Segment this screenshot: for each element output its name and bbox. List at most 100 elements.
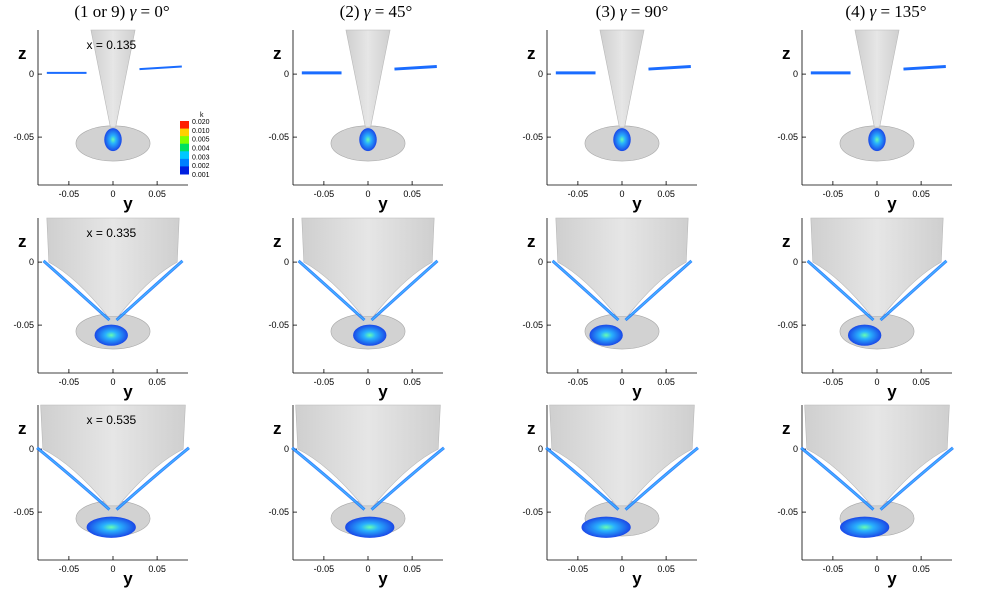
colorbar-level-label: 0.004 [192, 146, 210, 153]
z-tick-label: 0 [29, 69, 34, 79]
y-tick-label: 0.05 [403, 564, 421, 574]
vortex-blob [613, 128, 631, 152]
z-tick-label: 0 [29, 257, 34, 267]
y-tick-label: -0.05 [823, 564, 844, 574]
vortex-blob [581, 516, 631, 538]
y-tick-label: -0.05 [568, 564, 589, 574]
panel-r3-c2: 0 -0.05 -0.05 0 0.05 z y [268, 404, 445, 588]
y-tick-label: 0 [110, 189, 115, 199]
vortex-blob [840, 516, 890, 538]
z-tick-label: 0 [284, 444, 289, 454]
y-axis-label: y [632, 194, 642, 213]
z-tick-label: -0.05 [13, 320, 34, 330]
y-tick-label: 0.05 [403, 189, 421, 199]
z-tick-label: 0 [284, 257, 289, 267]
y-tick-label: 0.05 [148, 564, 166, 574]
column-title-3: (3) γ = 90° [595, 2, 669, 21]
y-axis-label: y [632, 382, 642, 401]
y-tick-label: -0.05 [59, 189, 80, 199]
kinetic-energy-film-core [800, 447, 954, 510]
y-axis-label: y [123, 194, 133, 213]
hull-section [549, 404, 695, 507]
kinetic-energy-film-core [36, 447, 190, 510]
y-axis-label: y [378, 569, 388, 588]
y-tick-label: 0 [110, 377, 115, 387]
z-tick-label: -0.05 [522, 320, 543, 330]
colorbar-swatch [180, 143, 189, 152]
z-tick-label: -0.05 [777, 320, 798, 330]
colorbar-level-label: 0.020 [192, 119, 210, 126]
free-surface-k [301, 65, 437, 75]
z-tick-label: 0 [793, 69, 798, 79]
hull-section [599, 29, 645, 128]
colorbar-level-label: 0.010 [192, 128, 210, 135]
y-tick-label: 0.05 [912, 189, 930, 199]
y-tick-label: 0 [619, 564, 624, 574]
colorbar-level-label: 0.003 [192, 154, 210, 161]
hull-section [46, 217, 180, 317]
y-tick-label: -0.05 [823, 377, 844, 387]
y-axis-label: y [887, 569, 897, 588]
hull-section [345, 29, 391, 128]
panel-r2-c4: 0 -0.05 -0.05 0 0.05 z y [777, 217, 952, 401]
z-tick-label: -0.05 [522, 132, 543, 142]
z-axis-label: z [782, 44, 791, 63]
y-tick-label: 0 [619, 189, 624, 199]
column-title-2: (2) γ = 45° [339, 2, 413, 21]
z-tick-label: -0.05 [522, 507, 543, 517]
panel-r2-c1: 0 -0.05 -0.05 0 0.05 z y x = 0.335 [13, 217, 188, 401]
z-axis-label: z [527, 419, 536, 438]
vortex-blob [359, 128, 377, 152]
y-tick-label: -0.05 [59, 564, 80, 574]
colorbar-swatch [180, 128, 189, 137]
y-tick-label: 0.05 [148, 377, 166, 387]
y-axis-label: y [632, 569, 642, 588]
free-surface-k [555, 65, 691, 75]
y-tick-label: 0 [874, 377, 879, 387]
hull-section [90, 29, 136, 128]
colorbar-swatch [180, 136, 189, 145]
y-tick-label: -0.05 [314, 377, 335, 387]
kinetic-energy-film-core [43, 260, 183, 321]
station-label: x = 0.535 [87, 413, 137, 427]
colorbar-swatch [180, 151, 189, 160]
z-tick-label: 0 [29, 444, 34, 454]
colorbar-level-label: 0.002 [192, 163, 210, 170]
station-label: x = 0.135 [87, 38, 137, 52]
z-axis-label: z [18, 232, 27, 251]
panel-r1-c1: 0 -0.05 -0.05 0 0.05 z y x = 0.135 [13, 29, 188, 213]
vortex-blob [847, 324, 882, 346]
column-title-4: (4) γ = 135° [845, 2, 927, 21]
z-tick-label: -0.05 [268, 132, 289, 142]
y-tick-label: -0.05 [59, 377, 80, 387]
y-tick-label: 0.05 [912, 377, 930, 387]
y-tick-label: 0 [365, 377, 370, 387]
z-axis-label: z [782, 419, 791, 438]
z-tick-label: -0.05 [268, 507, 289, 517]
y-tick-label: 0 [110, 564, 115, 574]
vortex-blob [868, 128, 886, 152]
y-tick-label: 0 [365, 189, 370, 199]
y-tick-label: 0.05 [657, 564, 675, 574]
y-axis-label: y [378, 194, 388, 213]
kinetic-energy-film-core [298, 260, 438, 321]
colorbar-swatch [180, 158, 189, 167]
z-axis-label: z [782, 232, 791, 251]
hull-section [810, 217, 944, 317]
z-tick-label: -0.05 [268, 320, 289, 330]
vortex-blob [589, 324, 623, 346]
vortex-blob [345, 516, 395, 538]
vortex-blob [353, 324, 387, 346]
z-axis-label: z [527, 44, 536, 63]
panel-r2-c3: 0 -0.05 -0.05 0 0.05 z y [522, 217, 697, 401]
y-tick-label: 0.05 [657, 189, 675, 199]
y-tick-label: -0.05 [568, 189, 589, 199]
y-tick-label: 0 [874, 564, 879, 574]
y-tick-label: -0.05 [568, 377, 589, 387]
y-tick-label: -0.05 [314, 189, 335, 199]
panel-r3-c4: 0 -0.05 -0.05 0 0.05 z y [777, 404, 954, 588]
y-tick-label: -0.05 [823, 189, 844, 199]
z-tick-label: 0 [538, 257, 543, 267]
kinetic-energy-film-core [807, 260, 947, 321]
